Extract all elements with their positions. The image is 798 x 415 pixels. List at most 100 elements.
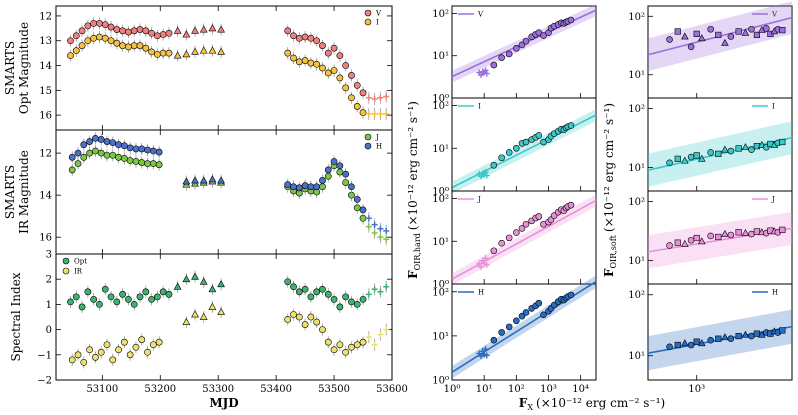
data-point xyxy=(199,277,208,285)
data-point xyxy=(715,31,722,39)
foir-hard-ylabel-units: (×10⁻¹² erg cm⁻² s⁻¹) xyxy=(406,101,420,230)
foir-soft-i-legend: I xyxy=(772,103,775,111)
smarts-opt-legend: V I xyxy=(364,10,382,27)
data-point xyxy=(377,234,384,241)
data-point xyxy=(567,122,575,129)
data-point xyxy=(96,33,103,41)
data-point xyxy=(666,36,673,43)
data-point xyxy=(377,288,384,295)
data-point xyxy=(74,160,82,168)
ytick-label: 15 xyxy=(39,86,52,97)
data-point xyxy=(365,94,372,101)
data-point xyxy=(748,230,755,238)
data-point xyxy=(779,138,786,146)
data-point xyxy=(153,50,161,58)
data-point xyxy=(96,300,103,308)
data-point xyxy=(182,274,191,283)
data-point xyxy=(697,339,706,347)
data-point xyxy=(371,96,378,102)
ytick-label: 3 xyxy=(46,250,52,261)
smarts-ir-ylabel-2: IR Magnitude xyxy=(17,150,31,234)
xtick-label: 10² xyxy=(508,384,525,395)
data-point xyxy=(91,353,99,361)
data-point xyxy=(324,338,332,346)
data-point xyxy=(307,293,315,301)
ytick-label: 10⁰ xyxy=(432,187,449,198)
data-point xyxy=(513,144,520,152)
data-point xyxy=(144,348,151,356)
data-point xyxy=(490,336,498,344)
ytick-label: 10¹ xyxy=(628,163,645,174)
data-point xyxy=(136,293,144,301)
data-point xyxy=(513,229,520,236)
data-point xyxy=(84,288,92,296)
foir-hard-j-legend: J xyxy=(477,196,481,204)
data-point xyxy=(715,233,722,241)
data-point xyxy=(313,37,321,45)
data-point xyxy=(383,283,390,290)
data-point xyxy=(103,138,111,145)
data-point xyxy=(155,148,163,156)
data-point xyxy=(153,32,161,40)
data-point xyxy=(115,141,122,149)
data-point xyxy=(86,138,93,145)
fx-xlabel-units: (×10⁻¹² erg cm⁻² s⁻¹) xyxy=(536,396,665,410)
data-point xyxy=(290,311,297,318)
data-point xyxy=(78,27,86,35)
data-point xyxy=(330,158,338,165)
data-point xyxy=(217,280,226,288)
data-point xyxy=(353,300,361,308)
data-point xyxy=(478,71,485,78)
foir-soft-h-legend: H xyxy=(772,289,778,297)
data-point xyxy=(681,339,689,347)
smarts-opt-ylabel-2: Opt Magnitude xyxy=(17,22,31,114)
data-point xyxy=(301,182,309,190)
data-point xyxy=(284,27,292,35)
data-point xyxy=(359,89,367,97)
foir-soft-ylabel-units: (×10⁻¹² erg cm⁻² s⁻¹) xyxy=(602,103,616,232)
data-point xyxy=(518,312,526,320)
data-point xyxy=(721,229,729,237)
data-point xyxy=(307,59,315,67)
ytick-label: 12 xyxy=(39,149,52,160)
data-point xyxy=(535,132,543,139)
fit-line xyxy=(451,199,597,280)
data-point xyxy=(148,295,155,303)
data-point xyxy=(295,58,303,66)
data-point xyxy=(199,46,208,54)
data-point xyxy=(518,41,526,49)
data-point xyxy=(319,42,326,50)
data-point xyxy=(96,19,103,27)
data-point xyxy=(697,154,706,162)
data-point xyxy=(120,154,128,162)
data-point xyxy=(319,64,326,72)
data-point xyxy=(208,175,217,183)
data-point xyxy=(567,201,575,209)
data-point xyxy=(353,81,361,89)
foir-hard-i-legend: I xyxy=(478,103,481,111)
data-point xyxy=(324,290,332,298)
data-point xyxy=(490,247,498,255)
data-point xyxy=(727,33,735,40)
data-point xyxy=(522,138,530,146)
data-point xyxy=(284,49,292,57)
data-point xyxy=(199,25,208,33)
data-point xyxy=(142,27,150,35)
data-point xyxy=(353,204,361,212)
data-point xyxy=(666,343,673,351)
data-point xyxy=(741,330,750,338)
data-point xyxy=(109,151,117,159)
data-point xyxy=(707,25,714,33)
foir-hard-i-panel: I 10⁰ 10¹ 10² xyxy=(432,97,597,198)
xtick-label: 53500 xyxy=(318,384,350,395)
data-point xyxy=(126,144,134,152)
data-point xyxy=(165,49,173,57)
data-point xyxy=(383,110,390,117)
data-point xyxy=(74,351,82,359)
data-point xyxy=(130,300,138,308)
data-point xyxy=(191,272,199,280)
data-point xyxy=(313,318,321,326)
ytick-label: 10¹ xyxy=(628,351,645,362)
data-point xyxy=(165,290,173,298)
data-point xyxy=(97,149,105,157)
